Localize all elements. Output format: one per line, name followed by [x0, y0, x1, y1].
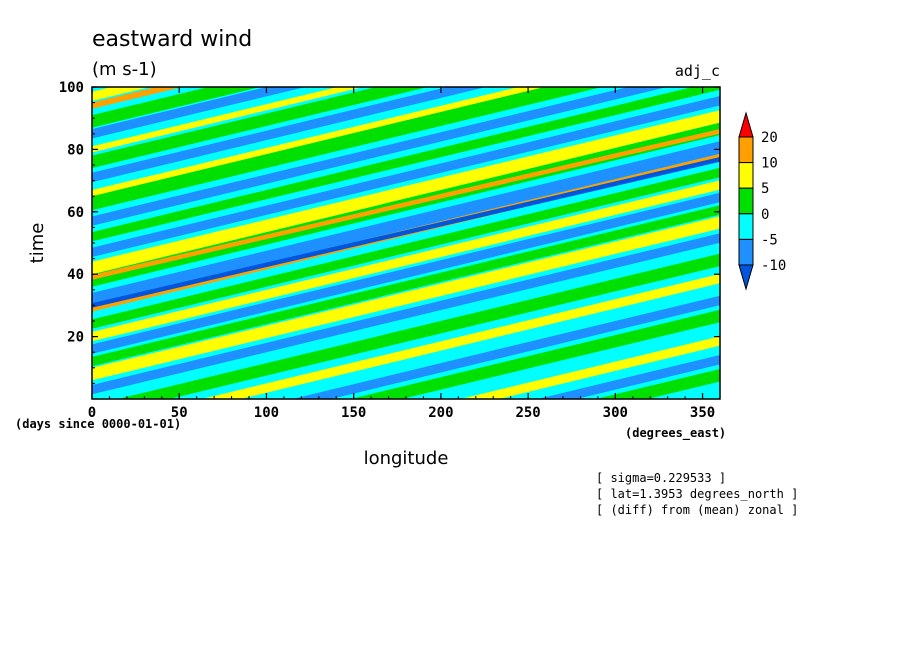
contour-band — [92, 87, 545, 197]
colorbar-segment — [738, 213, 754, 240]
contour-band — [92, 87, 364, 153]
annotation-lat: [ lat=1.3953 degrees_north ] — [596, 487, 798, 501]
contour-band — [201, 273, 720, 399]
annotation-sigma: [ sigma=0.229533 ] — [596, 471, 726, 485]
contour-band — [92, 110, 720, 275]
contour-band — [460, 336, 720, 399]
contour-band — [92, 87, 261, 128]
x-tick-label: 150 — [341, 405, 366, 421]
contour-band — [92, 167, 720, 329]
x-units-label: (degrees_east) — [625, 426, 726, 441]
y-tick-label: 60 — [67, 205, 84, 221]
contour-band — [117, 253, 720, 399]
contour-band — [92, 87, 720, 242]
contour-band — [92, 87, 428, 169]
contour-band — [92, 87, 487, 183]
contour-band — [92, 157, 720, 308]
x-tick-label: 200 — [428, 405, 453, 421]
colorbar-tick-label: -10 — [761, 258, 786, 274]
contour-band — [92, 192, 720, 354]
colorbar-cap-max — [738, 111, 754, 138]
colorbar-tick-label: 10 — [761, 156, 778, 172]
contour-band — [92, 233, 720, 395]
contour-band — [595, 369, 720, 399]
y-units-label: (days since 0000-01-01) — [15, 417, 181, 431]
contour-band — [92, 87, 150, 101]
contour-band — [92, 87, 183, 109]
contour-band — [92, 129, 720, 280]
colorbar-segment — [738, 162, 754, 189]
contour-band — [92, 216, 720, 381]
y-tick-label: 80 — [67, 142, 84, 158]
x-tick-label: 300 — [603, 405, 628, 421]
colorbar-segment — [738, 136, 754, 164]
contour-band — [92, 96, 720, 257]
x-tick-label: 0 — [88, 405, 96, 421]
colorbar: -10 -5 0 5 10 20 — [738, 111, 786, 291]
annotation-diff: [ (diff) from (mean) zonal ] — [596, 503, 798, 517]
colorbar-tick-label: 20 — [761, 130, 778, 146]
colorbar-cap-min — [738, 264, 754, 291]
chart-title: eastward wind — [92, 27, 252, 52]
contour-band — [292, 295, 720, 399]
x-axis-label: longitude — [364, 448, 449, 469]
colorbar-tick-label: -5 — [761, 232, 778, 248]
x-tick-label: 100 — [254, 405, 279, 421]
colorbar-tick-label: 0 — [761, 207, 769, 223]
colorbar-tick-label: 5 — [761, 181, 769, 197]
contour-band — [92, 87, 306, 139]
run-label: adj_c — [675, 62, 720, 80]
colorbar-segment — [738, 238, 754, 266]
y-tick-label: 40 — [67, 267, 84, 283]
x-tick-label: 50 — [171, 405, 188, 421]
x-tick-label: 250 — [515, 405, 540, 421]
x-tick-label: 350 — [690, 405, 715, 421]
y-tick-label: 100 — [59, 80, 84, 96]
contour-band — [92, 87, 667, 226]
contour-band — [92, 180, 720, 342]
y-axis-label: time — [27, 223, 48, 264]
axes: 0 50 100 150 200 250 300 350 20 40 60 80 100 — [59, 80, 721, 421]
contour-band — [350, 309, 720, 399]
plot-area — [92, 87, 720, 399]
contour-band — [92, 141, 720, 306]
contour-band — [537, 355, 720, 399]
colorbar-segment — [738, 187, 754, 215]
y-tick-label: 20 — [67, 330, 84, 346]
contour-band — [92, 205, 720, 367]
chart-units: (m s-1) — [92, 59, 157, 80]
contour-band — [92, 87, 603, 211]
